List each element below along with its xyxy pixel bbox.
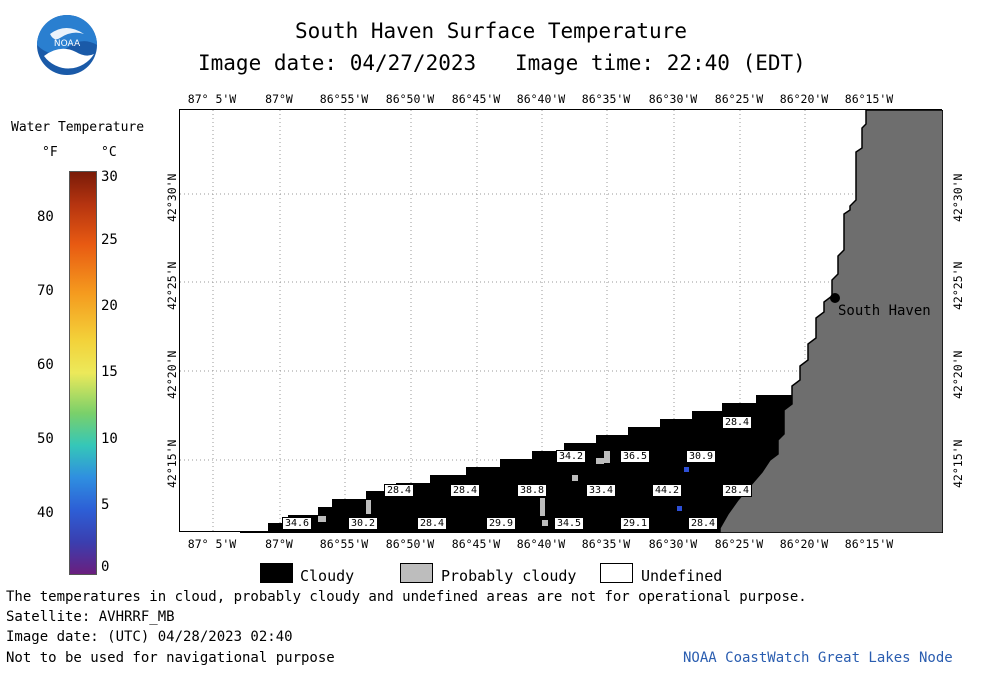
- c-tick-10: 10: [101, 431, 118, 447]
- lat-label-right: 42°20'N: [951, 350, 965, 399]
- c-tick-15: 15: [101, 364, 118, 380]
- lon-label-bottom: 86°30'W: [648, 537, 698, 551]
- image-date: Image date: 04/27/2023: [198, 51, 477, 75]
- lat-label-left: 42°30'N: [165, 173, 179, 222]
- lon-label-top: 86°45'W: [451, 92, 501, 106]
- unit-c: °C: [101, 145, 117, 160]
- lat-label-right: 42°25'N: [951, 261, 965, 310]
- lat-label-left: 42°15'N: [165, 439, 179, 488]
- lon-label-bottom: 86°25'W: [714, 537, 764, 551]
- temp-label: 28.4: [688, 517, 719, 530]
- lon-label-bottom: 86°50'W: [385, 537, 435, 551]
- probably-cloudy-patches: [318, 451, 610, 526]
- c-tick-0: 0: [101, 559, 110, 575]
- city-marker: [830, 293, 840, 303]
- legend-swatch-undefined: [600, 563, 633, 583]
- c-tick-5: 5: [101, 497, 110, 513]
- lat-label-right: 42°15'N: [951, 439, 965, 488]
- legend-cloudy: Cloudy: [300, 567, 355, 585]
- temp-label: 30.2: [348, 517, 379, 530]
- cold-pixels: [677, 467, 689, 511]
- c-tick-30: 30: [101, 169, 118, 185]
- lat-label-left: 42°20'N: [165, 350, 179, 399]
- logo-text: NOAA: [54, 39, 81, 49]
- legend-probably-cloudy: Probably cloudy: [441, 567, 577, 585]
- temp-label: 28.4: [417, 517, 448, 530]
- lon-label-bottom: 86°55'W: [319, 537, 369, 551]
- lon-label-top: 87° 5'W: [187, 92, 237, 106]
- lon-label-bottom: 86°15'W: [844, 537, 894, 551]
- temp-label: 28.4: [722, 416, 753, 429]
- lon-label-bottom: 86°35'W: [581, 537, 631, 551]
- lon-label-top: 87°W: [265, 92, 293, 106]
- lon-label-top: 86°50'W: [385, 92, 435, 106]
- footer-satellite: Satellite: AVHRRF_MB: [6, 609, 175, 625]
- temp-label: 29.1: [620, 517, 651, 530]
- credit-link[interactable]: NOAA CoastWatch Great Lakes Node: [683, 650, 953, 666]
- lat-label-right: 42°30'N: [951, 173, 965, 222]
- legend-undefined: Undefined: [641, 567, 723, 585]
- lon-label-bottom: 86°40'W: [516, 537, 566, 551]
- temp-label: 44.2: [652, 484, 683, 497]
- temp-label: 28.4: [384, 484, 415, 497]
- temp-label: 30.9: [686, 450, 717, 463]
- legend-swatch-cloudy: [260, 563, 293, 583]
- lon-label-top: 86°30'W: [648, 92, 698, 106]
- c-tick-25: 25: [101, 232, 118, 248]
- colorbar-title: Water Temperature: [11, 120, 145, 135]
- city-label: South Haven: [838, 303, 931, 319]
- f-tick-80: 80: [37, 209, 54, 225]
- footer-note: The temperatures in cloud, probably clou…: [6, 589, 807, 605]
- temp-label: 28.4: [722, 484, 753, 497]
- lon-label-top: 86°25'W: [714, 92, 764, 106]
- lon-label-bottom: 87°W: [265, 537, 293, 551]
- lon-label-top: 86°40'W: [516, 92, 566, 106]
- page-title: South Haven Surface Temperature: [295, 19, 687, 43]
- temp-label: 34.5: [554, 517, 585, 530]
- c-tick-20: 20: [101, 298, 118, 314]
- image-time: Image time: 22:40 (EDT): [515, 51, 806, 75]
- f-tick-40: 40: [37, 505, 54, 521]
- footer-utc-date: Image date: (UTC) 04/28/2023 02:40: [6, 629, 293, 645]
- temp-label: 28.4: [450, 484, 481, 497]
- lon-label-top: 86°20'W: [779, 92, 829, 106]
- lat-label-left: 42°25'N: [165, 261, 179, 310]
- lon-label-top: 86°15'W: [844, 92, 894, 106]
- f-tick-60: 60: [37, 357, 54, 373]
- f-tick-70: 70: [37, 283, 54, 299]
- f-tick-50: 50: [37, 431, 54, 447]
- temp-label: 29.9: [486, 517, 517, 530]
- lon-label-bottom: 86°20'W: [779, 537, 829, 551]
- temp-label: 36.5: [620, 450, 651, 463]
- legend-swatch-probably-cloudy: [400, 563, 433, 583]
- temp-label: 33.4: [586, 484, 617, 497]
- temp-label: 34.2: [556, 450, 587, 463]
- unit-f: °F: [42, 145, 58, 160]
- temp-label: 34.6: [282, 517, 313, 530]
- cloud-mask: [240, 395, 792, 533]
- temp-label: 38.8: [517, 484, 548, 497]
- noaa-logo: NOAA: [36, 14, 98, 76]
- map-frame: [179, 109, 943, 533]
- lon-label-bottom: 87° 5'W: [187, 537, 237, 551]
- colorbar: [69, 171, 97, 575]
- lon-label-bottom: 86°45'W: [451, 537, 501, 551]
- footer-nav-warning: Not to be used for navigational purpose: [6, 650, 335, 666]
- lon-label-top: 86°55'W: [319, 92, 369, 106]
- lon-label-top: 86°35'W: [581, 92, 631, 106]
